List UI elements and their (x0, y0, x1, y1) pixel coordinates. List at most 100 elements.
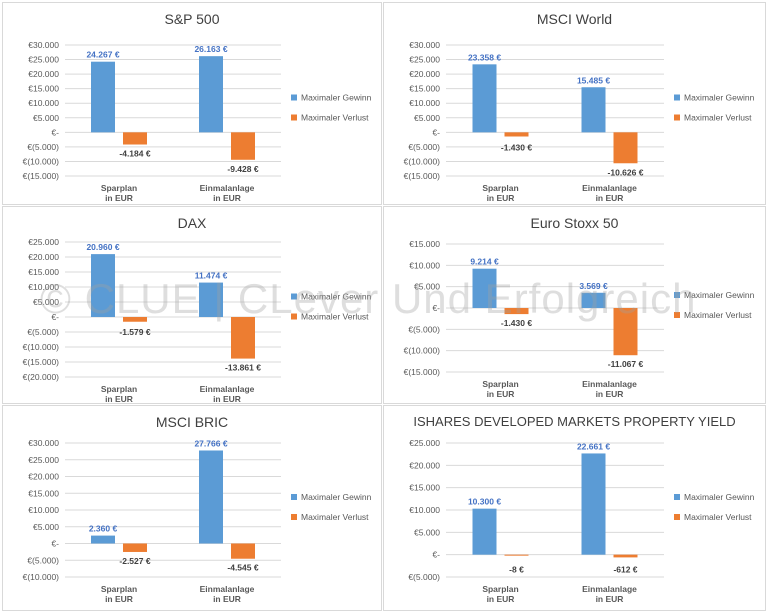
bar-max-gain (91, 61, 115, 133)
x-tick-label: Einmalanlage (200, 384, 255, 394)
y-tick-label: €- (51, 312, 59, 322)
data-label: 15.485 € (577, 75, 610, 85)
bar-max-gain (199, 282, 223, 317)
y-tick-label: €(20.000) (23, 372, 60, 382)
y-tick-label: €10.000 (409, 505, 440, 515)
y-tick-label: €5.000 (33, 113, 59, 123)
y-tick-label: €- (51, 127, 59, 137)
bar-max-gain (91, 535, 115, 544)
y-tick-label: €20.000 (409, 69, 440, 79)
y-tick-label: €30.000 (28, 438, 59, 448)
y-tick-label: €5.000 (33, 522, 59, 532)
legend-label: Maximaler Verlust (684, 310, 752, 320)
data-label: -612 € (613, 565, 637, 575)
legend-label: Maximaler Gewinn (301, 492, 372, 502)
bar-max-gain (91, 254, 115, 317)
legend-label: Maximaler Verlust (301, 113, 369, 123)
chart-title: DAX (177, 215, 207, 231)
legend-label: Maximaler Gewinn (301, 292, 372, 302)
data-label: -1.430 € (501, 142, 532, 152)
legend-swatch (291, 114, 297, 121)
chart-title: ISHARES DEVELOPED MARKETS PROPERTY YIELD (413, 414, 736, 429)
bar-max-gain (199, 450, 223, 544)
bar-max-loss (123, 132, 147, 145)
x-tick-label: Einmalanlage (582, 183, 637, 193)
legend-swatch (674, 312, 680, 318)
data-label: -1.430 € (501, 318, 532, 328)
x-tick-label-unit: in EUR (105, 594, 133, 604)
data-label: -4.545 € (227, 563, 258, 573)
chart-plot: €25.000 €20.000 €15.000 €10.000 €5.000 €- €(5.… (408, 438, 754, 604)
y-tick-label: €20.000 (28, 69, 59, 79)
legend-label: Maximaler Verlust (301, 312, 369, 322)
bar-max-gain (472, 268, 497, 308)
legend-swatch (674, 292, 680, 298)
y-tick-label: €10.000 (28, 505, 59, 515)
x-tick-label-unit: in EUR (596, 389, 624, 399)
y-tick-label: €(5.000) (27, 142, 59, 152)
x-tick-label: Sparplan (101, 384, 137, 394)
legend-label: Maximaler Gewinn (684, 93, 755, 103)
x-tick-label: Einmalanlage (200, 183, 255, 193)
bar-max-loss (504, 308, 529, 315)
bar-max-gain (581, 453, 606, 555)
x-tick-label: Sparplan (482, 183, 518, 193)
y-tick-label: €(10.000) (23, 572, 60, 582)
x-tick-label-unit: in EUR (213, 193, 241, 203)
data-label: 23.358 € (468, 52, 501, 62)
data-label: 9.214 € (470, 257, 499, 267)
y-tick-label: €(10.000) (404, 346, 441, 356)
y-tick-label: €15.000 (409, 239, 440, 249)
chart-plot: €30.000 €25.000 €20.000 €15.000 €10.000 €5.00… (23, 438, 372, 604)
chart-plot: €15.000 €10.000 €5.000 €- €(5.000) €(10.000) €… (404, 239, 755, 399)
y-tick-label: €20.000 (28, 472, 59, 482)
y-tick-label: €15.000 (409, 483, 440, 493)
x-tick-label-unit: in EUR (487, 594, 515, 604)
y-tick-label: €(15.000) (404, 171, 441, 181)
x-tick-label-unit: in EUR (487, 193, 515, 203)
bar-max-loss (123, 543, 147, 552)
y-tick-label: €15.000 (28, 84, 59, 94)
y-tick-label: €5.000 (414, 527, 440, 537)
bar-max-loss (613, 554, 638, 558)
data-label: -11.067 € (608, 359, 644, 369)
bar-max-loss (231, 132, 255, 160)
y-tick-label: €- (432, 303, 440, 313)
y-tick-label: €(5.000) (408, 572, 440, 582)
y-tick-label: €25.000 (409, 55, 440, 65)
x-tick-label-unit: in EUR (105, 193, 133, 203)
y-tick-label: €(5.000) (408, 142, 440, 152)
bar-max-loss (613, 308, 638, 356)
y-tick-label: €15.000 (28, 488, 59, 498)
data-label: 10.300 € (468, 497, 501, 507)
y-tick-label: €25.000 (409, 438, 440, 448)
legend-swatch (291, 313, 297, 320)
bar-max-loss (504, 554, 529, 556)
y-tick-label: €25.000 (28, 237, 59, 247)
bar-max-loss (504, 132, 529, 137)
data-label: -1.579 € (119, 327, 150, 337)
x-tick-label: Sparplan (482, 379, 518, 389)
data-label: 11.474 € (195, 271, 228, 281)
y-tick-label: €30.000 (409, 40, 440, 50)
chart-title: MSCI BRIC (155, 414, 229, 430)
legend-swatch (674, 114, 680, 121)
bar-max-loss (231, 543, 255, 559)
x-tick-label: Einmalanlage (582, 584, 637, 594)
y-tick-label: €15.000 (28, 267, 59, 277)
legend-label: Maximaler Verlust (301, 512, 369, 522)
legend-label: Maximaler Verlust (684, 512, 752, 522)
chart-panel-msci-world: MSCI World €30.000 €25.000 €20.000 €15.000 €… (383, 2, 766, 205)
y-tick-label: €(15.000) (23, 171, 60, 181)
y-tick-label: €(10.000) (404, 156, 441, 166)
bar-max-gain (199, 56, 223, 133)
y-tick-label: €10.000 (28, 98, 59, 108)
x-tick-label-unit: in EUR (487, 389, 515, 399)
data-label: -13.861 € (225, 363, 261, 373)
y-tick-label: €10.000 (28, 282, 59, 292)
chart-panel-msci-bric: MSCI BRIC €30.000 €25.000 €20.000 €15.000 €1… (2, 405, 382, 611)
y-tick-label: €10.000 (409, 260, 440, 270)
data-label: 22.661 € (577, 441, 610, 451)
y-tick-label: €10.000 (409, 98, 440, 108)
bar-max-gain (472, 64, 497, 133)
